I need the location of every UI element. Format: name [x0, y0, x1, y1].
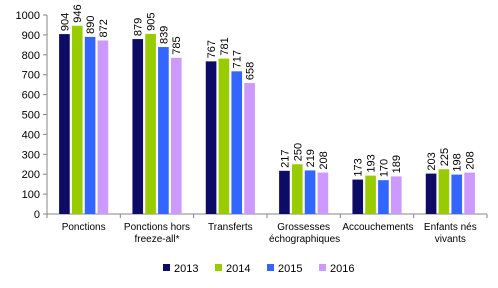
bar — [352, 179, 364, 214]
value-label: 193 — [366, 154, 378, 172]
value-label: 658 — [245, 62, 257, 80]
bar — [170, 57, 182, 214]
value-label: 781 — [219, 37, 231, 55]
value-label: 839 — [158, 26, 170, 44]
bar — [291, 164, 303, 214]
legend-swatch — [163, 264, 170, 271]
y-tick-label: 100 — [22, 189, 40, 201]
bar — [71, 25, 83, 214]
bar — [425, 173, 437, 214]
x-tick-label: Enfants nés vivants — [423, 222, 477, 245]
bar — [218, 58, 230, 215]
bar — [158, 47, 169, 214]
y-tick-label: 600 — [22, 90, 40, 102]
legend-label: 2016 — [330, 263, 354, 275]
bar — [451, 174, 463, 214]
x-tick-label: Transferts — [208, 222, 253, 233]
value-label: 203 — [426, 152, 438, 170]
y-tick-label: 0 — [34, 209, 40, 221]
value-label: 250 — [292, 143, 304, 161]
y-tick-label: 400 — [22, 129, 40, 141]
value-label: 225 — [439, 148, 451, 166]
value-label: 170 — [378, 159, 390, 177]
legend-label: 2014 — [226, 263, 250, 275]
legend-swatch — [215, 264, 222, 271]
legend-swatch — [267, 264, 274, 271]
value-label: 717 — [232, 50, 244, 68]
value-label: 217 — [279, 149, 291, 167]
x-tick-label: Accouchements — [342, 222, 414, 233]
bar — [97, 40, 109, 214]
y-tick-label: 1000 — [16, 10, 40, 22]
bar — [464, 172, 475, 214]
bar — [59, 34, 70, 214]
legend-label: 2013 — [174, 263, 198, 275]
value-label: 946 — [72, 4, 84, 22]
value-label: 890 — [85, 16, 97, 34]
value-label: 905 — [146, 13, 158, 31]
value-label: 208 — [318, 151, 330, 169]
value-label: 208 — [465, 151, 477, 169]
bar — [317, 172, 329, 214]
bar — [390, 176, 402, 214]
bar — [279, 170, 290, 214]
x-tick-label: Ponctions — [61, 222, 106, 233]
value-label: 173 — [353, 158, 365, 176]
bar — [304, 170, 316, 214]
y-tick-label: 300 — [22, 149, 40, 161]
y-tick-label: 800 — [22, 50, 40, 62]
y-tick-label: 700 — [22, 70, 40, 82]
bar — [378, 180, 389, 214]
bar — [365, 175, 376, 214]
value-label: 904 — [59, 13, 71, 31]
bar — [132, 39, 144, 215]
value-label: 767 — [206, 40, 218, 58]
value-label: 785 — [171, 36, 183, 54]
bar — [145, 33, 156, 214]
y-tick-label: 900 — [22, 30, 40, 42]
value-label: 219 — [305, 149, 317, 167]
legend-swatch — [319, 264, 326, 271]
bar — [205, 61, 217, 214]
bar — [438, 169, 450, 214]
bar — [244, 83, 255, 214]
y-tick-label: 200 — [22, 169, 40, 181]
bar — [84, 36, 96, 214]
value-label: 189 — [391, 155, 403, 173]
x-tick-label: Grossesses échographiques — [269, 222, 341, 245]
y-tick-label: 500 — [22, 110, 40, 122]
value-label: 872 — [98, 19, 110, 37]
value-label: 198 — [452, 153, 464, 171]
value-label: 879 — [133, 18, 145, 36]
bar — [231, 71, 243, 214]
x-tick-label: Ponctions hors freeze-all* — [123, 222, 191, 245]
legend-label: 2015 — [278, 263, 302, 275]
